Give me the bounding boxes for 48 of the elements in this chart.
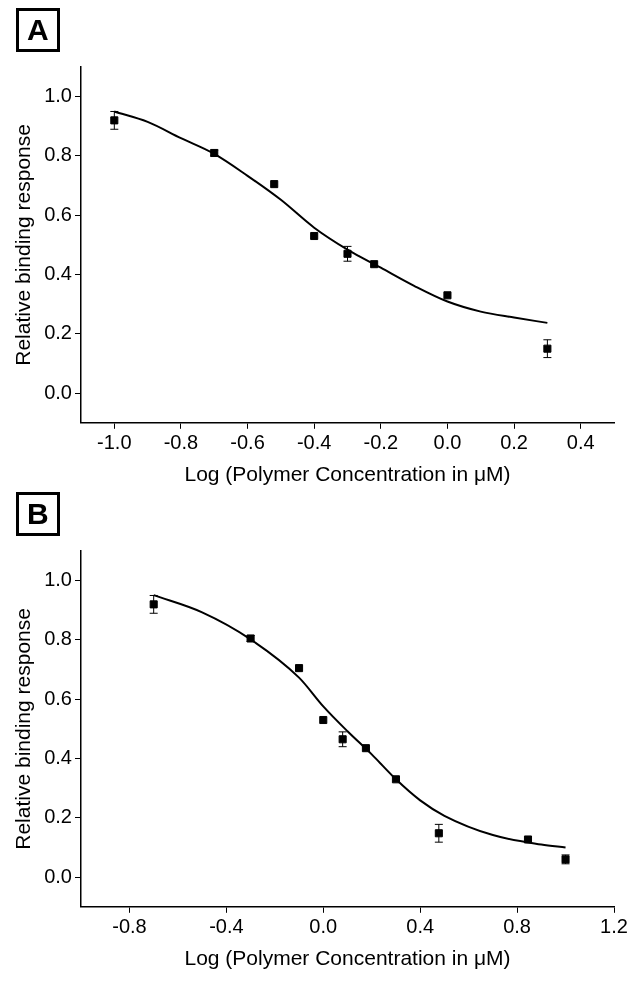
x-tick-label: 0.4 (406, 915, 435, 938)
y-tick-label: 1.0 (44, 84, 72, 107)
point (110, 116, 119, 125)
point (443, 291, 452, 300)
y-tick-label: 0.6 (44, 686, 72, 709)
y-tick-label: 0.4 (44, 262, 72, 285)
x-tick-label: -0.4 (296, 431, 332, 454)
y-tick-label: 0.8 (44, 143, 72, 166)
x-tick-label: 0.0 (309, 915, 338, 938)
point (361, 744, 370, 753)
x-tick-label: -0.8 (112, 915, 147, 938)
x-tick-label: -0.6 (230, 431, 265, 454)
y-axis-title: Relative binding response (11, 608, 35, 850)
point (149, 600, 158, 609)
x-tick-label: 0.2 (500, 431, 528, 454)
x-tick-label: 0.0 (433, 431, 462, 454)
chart-title: A (16, 8, 60, 52)
point (295, 664, 304, 673)
x-axis-title: Log (Polymer Concentration in μM) (184, 946, 511, 970)
line-series (113, 110, 549, 324)
x-tick-label: -0.2 (363, 431, 399, 454)
x-tick-label: -0.4 (209, 915, 244, 938)
x-tick-label: -0.8 (163, 431, 199, 454)
y-tick-label: 0.4 (44, 746, 72, 769)
x-tick-label: -1.0 (97, 431, 132, 454)
y-tick-label: 0.6 (44, 202, 72, 225)
point (391, 775, 400, 784)
point (319, 715, 328, 725)
y-tick-label: 0.2 (44, 805, 72, 828)
y-tick-label: 0.8 (44, 627, 72, 650)
point (310, 231, 319, 241)
point (523, 835, 533, 844)
y-tick-label: 0.0 (44, 864, 72, 887)
y-tick-label: 1.0 (44, 568, 72, 591)
x-tick-label: 0.8 (503, 915, 531, 938)
point (343, 249, 352, 258)
point (270, 180, 279, 189)
y-tick-label: 0.2 (44, 321, 72, 344)
y-axis-title: Relative binding response (11, 124, 35, 366)
chart-title: B (16, 492, 60, 536)
x-tick-label: 1.2 (600, 915, 628, 938)
x-tick-label: 0.4 (566, 431, 595, 454)
point (543, 344, 552, 353)
y-tick-label: 0.0 (44, 380, 72, 403)
point (338, 735, 347, 744)
x-axis-title: Log (Polymer Concentration in μM) (184, 462, 511, 486)
line-series (152, 594, 567, 849)
point (370, 260, 379, 269)
